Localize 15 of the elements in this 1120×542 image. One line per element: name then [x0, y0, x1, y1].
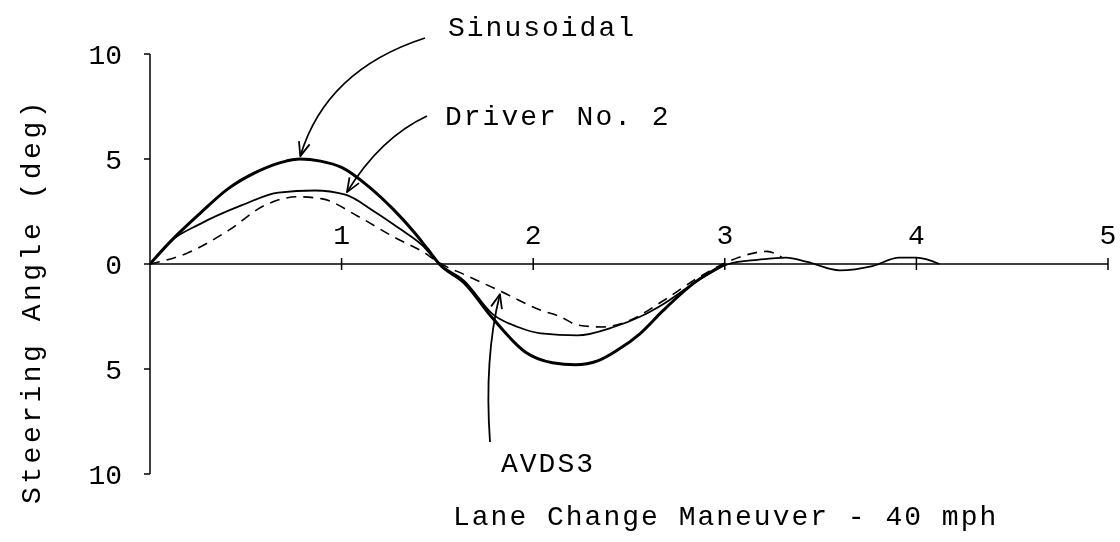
- x-tick-label: 4: [907, 220, 925, 252]
- y-tick-label: 5: [105, 355, 122, 387]
- x-tick-label: 3: [716, 220, 734, 252]
- x-tick-label: 1: [333, 220, 351, 252]
- y-tick-label: 10: [88, 460, 122, 492]
- x-tick-label: 2: [524, 220, 542, 252]
- y-tick-label: 10: [88, 40, 122, 72]
- x-axis-title: Lane Change Maneuver - 40 mph: [453, 502, 999, 533]
- text: Driver No. 2: [445, 102, 671, 133]
- y-axis-title: Steering Angle (deg): [16, 97, 48, 505]
- text: AVDS3: [501, 449, 596, 480]
- text: Sinusoidal: [448, 13, 637, 44]
- y-tick-label: 0: [105, 250, 122, 282]
- x-tick-label: 5: [1099, 220, 1117, 252]
- y-tick-label: 5: [105, 145, 122, 177]
